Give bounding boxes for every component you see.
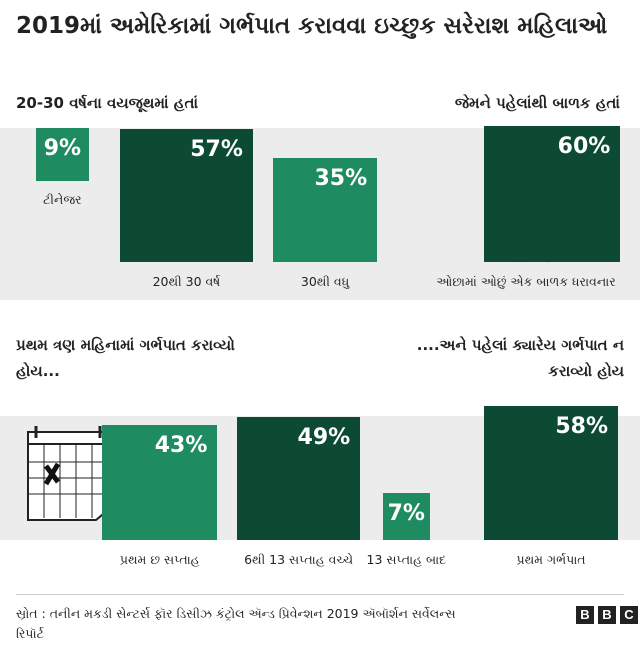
calendar-illustration <box>27 426 109 521</box>
percent-square <box>102 424 218 540</box>
percent-square <box>237 416 361 540</box>
value-label: 58% <box>555 413 609 439</box>
title: 2019માં અમેરિકામાં ગર્ભપાત કરાવવા ઇચ્છુક… <box>16 13 608 39</box>
logo-letter: C <box>620 606 638 624</box>
item-label: 13 સપ્તાહ બાદ <box>366 552 447 567</box>
value-label: 43% <box>154 432 208 458</box>
percent-square <box>36 128 89 181</box>
divider <box>16 594 624 595</box>
logo-letter: B <box>576 606 594 624</box>
percent-square <box>484 125 621 262</box>
item-label: પ્રથમ છ સપ્તાહ <box>119 552 200 567</box>
item-label: પ્રથમ ગર્ભપાત <box>516 552 586 567</box>
item-label: 6થી 13 સપ્તાહ વચ્ચે <box>244 552 354 567</box>
value-label: 9% <box>43 136 82 161</box>
value-label: 35% <box>314 165 368 191</box>
logo-letter: B <box>598 606 616 624</box>
value-label: 57% <box>190 137 243 163</box>
item-label: 30થી વધુ <box>300 274 350 289</box>
percent-square <box>120 129 253 262</box>
percent-square <box>484 405 619 540</box>
panel-heading: જેમને પહેલાંથી બાળક હતાં <box>454 94 620 112</box>
percent-square <box>273 157 378 262</box>
panel-heading: ....અને પહેલાં ક્યારેય ગર્ભપાત ન કરાવ્યો… <box>416 336 624 380</box>
value-label: 49% <box>297 424 351 450</box>
percent-square <box>383 493 430 540</box>
panel-heading: 20-30 વર્ષના વયજૂથમાં હતાં <box>16 94 199 112</box>
item-label: ઓછામાં ઓછું એક બાળક ધરાવનાર <box>436 274 616 289</box>
panel-heading: પ્રથમ ત્રણ મહિનામાં ગર્ભપાત કરાવ્યો હોય.… <box>16 336 235 380</box>
value-label: 60% <box>557 133 611 159</box>
item-label: 20થી 30 વર્ષ <box>152 274 221 289</box>
source: સ્રોત : તનીન મકડી સેન્ટર્સ ફૉર ડિસીઝ કંટ… <box>16 606 456 641</box>
value-label: 7% <box>387 501 425 527</box>
item-label: ટીનેજર <box>43 192 82 207</box>
